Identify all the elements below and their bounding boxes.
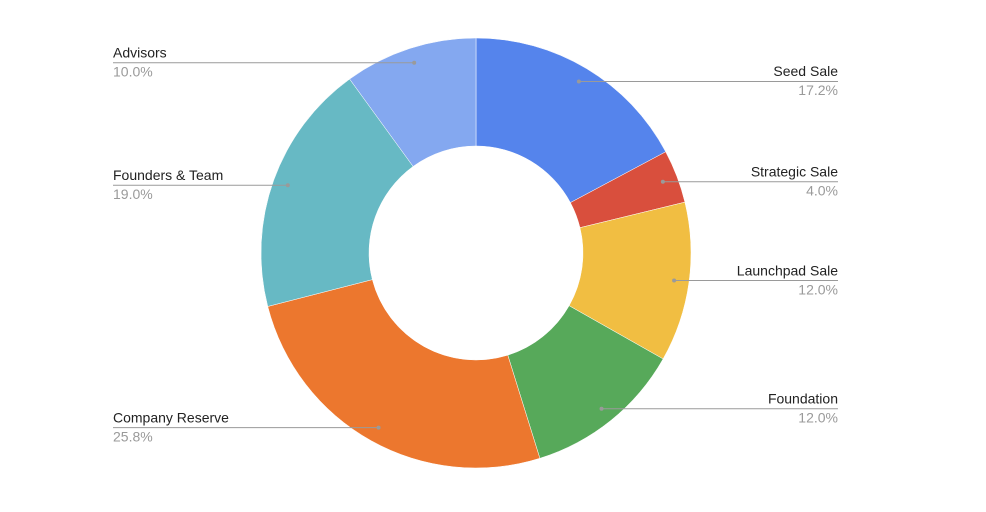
slice-value-label: 4.0%	[806, 182, 838, 198]
slice-value-label: 25.8%	[113, 428, 153, 444]
leader-dot	[412, 60, 417, 65]
slice-label: Seed Sale	[773, 63, 838, 79]
slice-label: Launchpad Sale	[737, 262, 838, 278]
slice-value-label: 19.0%	[113, 186, 153, 202]
slice-value-label: 10.0%	[113, 63, 153, 79]
leader-dot	[376, 425, 381, 430]
slice-label: Foundation	[768, 390, 838, 406]
slice-label: Founders & Team	[113, 167, 223, 183]
slice-label: Company Reserve	[113, 409, 229, 425]
pie-slice	[267, 279, 541, 469]
leader-dot	[285, 183, 290, 188]
leader-dot	[660, 179, 665, 184]
slice-value-label: 12.0%	[798, 281, 838, 297]
slice-label: Advisors	[113, 44, 167, 60]
slice-value-label: 12.0%	[798, 409, 838, 425]
slice-label: Strategic Sale	[751, 163, 838, 179]
leader-dot	[672, 278, 677, 283]
slice-value-label: 17.2%	[798, 82, 838, 98]
pie-slice	[260, 78, 414, 307]
leader-dot	[599, 406, 604, 411]
pie-slice	[349, 37, 477, 167]
pie-slice	[475, 37, 667, 203]
leader-dot	[576, 79, 581, 84]
